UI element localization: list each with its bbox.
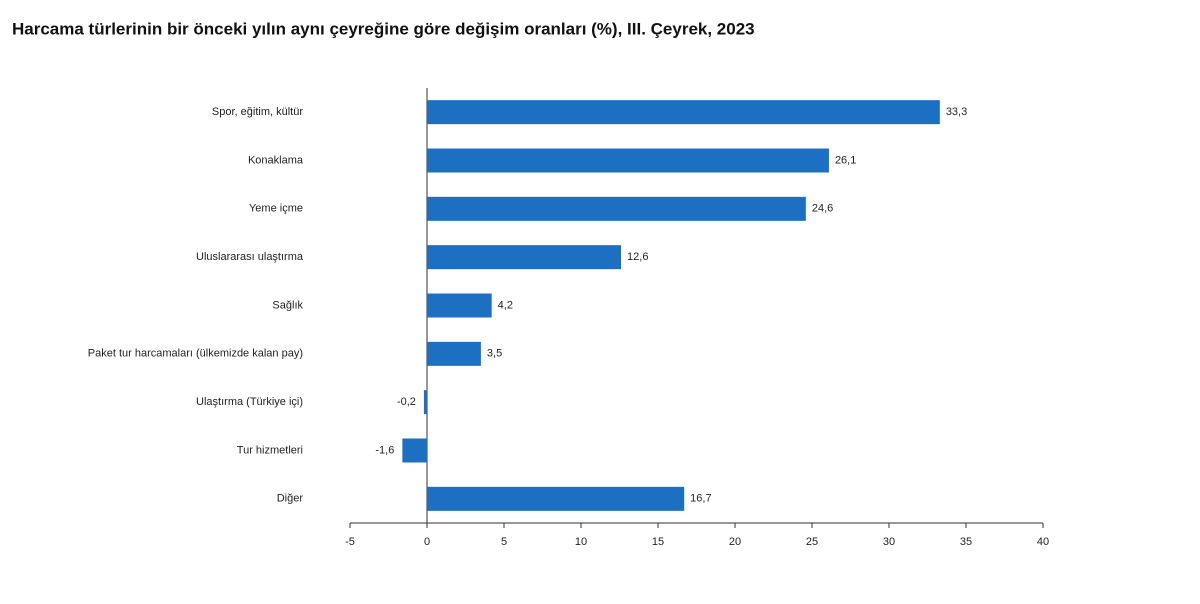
y-tick-label: Tur hizmetleri (237, 444, 303, 456)
x-tick-label: 15 (652, 536, 664, 548)
bar (427, 148, 829, 173)
bar (427, 245, 622, 270)
y-tick-label: Spor, eğitim, kültür (212, 106, 303, 118)
value-label: 26,1 (835, 154, 856, 166)
value-label: 4,2 (498, 299, 513, 311)
y-tick-label: Diğer (277, 493, 304, 505)
bar (402, 438, 427, 463)
value-label: -0,2 (397, 396, 416, 408)
value-label: 12,6 (627, 251, 648, 263)
bar (427, 100, 940, 125)
chart-title: Harcama türlerinin bir önceki yılın aynı… (12, 19, 755, 38)
bar (427, 196, 806, 221)
bar (423, 390, 427, 415)
y-tick-label: Ulaştırma (Türkiye içi) (196, 396, 303, 408)
bar (427, 341, 481, 366)
x-tick-label: -5 (345, 536, 355, 548)
bar (427, 293, 492, 318)
x-tick-label: 10 (575, 536, 587, 548)
value-label: -1,6 (375, 444, 394, 456)
y-tick-label: Paket tur harcamaları (ülkemizde kalan p… (88, 348, 303, 360)
value-label: 16,7 (690, 493, 711, 505)
x-tick-label: 30 (883, 536, 895, 548)
x-tick-label: 0 (424, 536, 430, 548)
value-label: 24,6 (812, 203, 833, 215)
value-label: 33,3 (946, 106, 967, 118)
x-tick-label: 20 (729, 536, 741, 548)
x-tick-label: 40 (1037, 536, 1049, 548)
x-tick-label: 25 (806, 536, 818, 548)
x-tick-label: 5 (501, 536, 507, 548)
bar (427, 486, 685, 511)
y-tick-label: Konaklama (248, 154, 304, 166)
x-tick-label: 35 (960, 536, 972, 548)
y-tick-label: Sağlık (272, 299, 303, 311)
y-tick-label: Yeme içme (249, 203, 303, 215)
value-label: 3,5 (487, 348, 502, 360)
y-tick-label: Uluslararası ulaştırma (196, 251, 304, 263)
